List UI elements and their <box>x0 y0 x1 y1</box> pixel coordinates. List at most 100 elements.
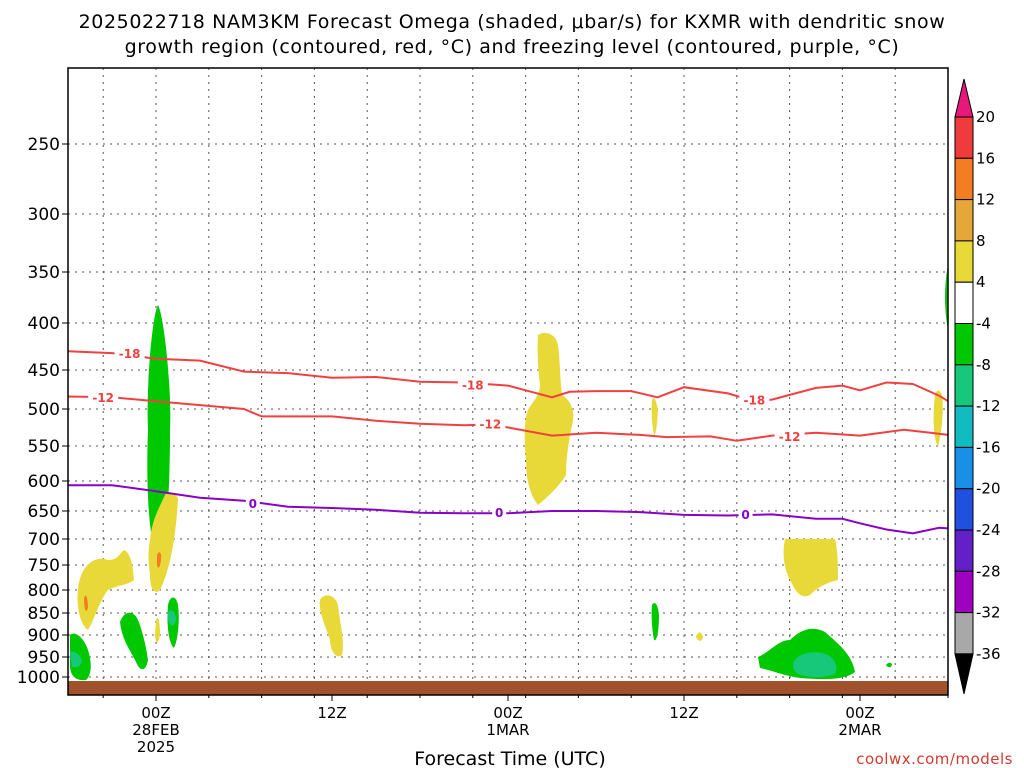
contour-label: -12 <box>92 391 114 405</box>
colorbar-label: -32 <box>976 604 1001 622</box>
shaded-yellow-low-2mar <box>696 632 703 641</box>
colorbar-segment <box>954 78 974 118</box>
shaded-yellow-low-2mar <box>783 539 838 597</box>
colorbar-label: -24 <box>976 521 1001 539</box>
plot-background <box>68 68 948 695</box>
y-tick-label: 700 <box>28 530 60 550</box>
contour-label: 0 <box>741 508 749 522</box>
credit-text[interactable]: coolwx.com/models <box>856 750 1013 768</box>
shaded-teal-core-2mar <box>793 652 837 677</box>
colorbar: 20 16 12 8 4 -4 -8 -12 -16 -20 -24 -28 -32 -36 <box>954 78 1001 695</box>
contour-line <box>67 395 949 442</box>
x-tick-label: 1MAR <box>486 721 529 739</box>
colorbar-segment <box>954 281 974 325</box>
y-tick-label: 500 <box>28 400 60 420</box>
shaded-yellow-low-early <box>155 618 160 643</box>
shaded-yellow-low-early <box>319 595 343 657</box>
colorbar-segment <box>954 612 974 655</box>
colorbar-segment <box>954 529 974 572</box>
x-tick-label: 2025 <box>137 738 175 756</box>
shaded-orange-spot <box>84 595 88 611</box>
y-tick-label: 750 <box>28 556 60 576</box>
shaded-yellow-mid-1mar <box>524 332 574 505</box>
x-tick-label: 00Z <box>845 704 874 722</box>
y-tick-label: 600 <box>28 472 60 492</box>
y-tick-label: 850 <box>28 604 60 624</box>
contour-label: 0 <box>249 497 257 511</box>
colorbar-segment <box>954 653 974 695</box>
colorbar-segment <box>954 405 974 448</box>
contour-line <box>67 350 949 403</box>
colorbar-label: -12 <box>976 397 1001 415</box>
y-tick-label: 950 <box>28 648 60 668</box>
y-tick-label: 800 <box>28 581 60 601</box>
colorbar-segment <box>954 240 974 283</box>
contour-label: 0 <box>495 506 503 520</box>
x-axis-label: Forecast Time (UTC) <box>414 748 605 768</box>
colorbar-label: 12 <box>976 191 995 209</box>
y-tick-label: 300 <box>28 205 60 225</box>
y-tick-label: 400 <box>28 314 60 334</box>
y-tick-label: 250 <box>28 135 60 155</box>
contour-label-bg <box>738 506 753 521</box>
x-tick-label: 00Z <box>493 704 522 722</box>
x-tick-label: 00Z <box>141 704 170 722</box>
contour-label-bg <box>492 505 507 520</box>
colorbar-segment <box>954 488 974 531</box>
x-tick-label: 2MAR <box>838 721 881 739</box>
contour-label: -18 <box>119 347 141 361</box>
contour-label-bg <box>114 346 145 361</box>
colorbar-label: 8 <box>976 232 986 250</box>
shaded-yellow-low-early <box>77 550 134 630</box>
colorbar-segment <box>954 157 974 201</box>
colorbar-label: -16 <box>976 438 1001 456</box>
colorbar-segment <box>954 364 974 407</box>
shaded-green-low-2mar <box>120 612 148 670</box>
contour-label-bg <box>88 390 119 405</box>
shaded-green-low-2mar <box>651 603 659 641</box>
shaded-green-low-2mar <box>70 633 91 681</box>
colorbar-label: 20 <box>976 108 995 126</box>
colorbar-label: 4 <box>976 273 986 291</box>
colorbar-label: -8 <box>976 356 991 374</box>
y-tick-label: 550 <box>28 437 60 457</box>
y-tick-label: 350 <box>28 263 60 283</box>
shaded-orange-spot <box>157 552 162 568</box>
y-tick-label: 1000 <box>17 668 60 688</box>
colorbar-segment <box>954 199 974 242</box>
contour-label-bg <box>245 495 260 510</box>
contour-label-bg <box>457 377 488 392</box>
y-tick-label: 650 <box>28 502 60 522</box>
contour-label-bg <box>774 429 805 444</box>
chart-title-line-1: 2025022718 NAM3KM Forecast Omega (shaded… <box>79 11 946 33</box>
colorbar-label: 16 <box>976 149 995 167</box>
shaded-yellow-low-early <box>148 492 178 592</box>
contour-label: -18 <box>462 379 484 393</box>
colorbar-label: -20 <box>976 480 1001 498</box>
y-tick-label: 900 <box>28 626 60 646</box>
shaded-teal-core-2mar <box>167 610 176 626</box>
colorbar-segment <box>954 323 974 366</box>
colorbar-segment <box>954 570 974 614</box>
chart-title-line-2: growth region (contoured, red, °C) and f… <box>125 36 900 58</box>
shaded-green-low-2mar <box>886 662 892 668</box>
shaded-yellow-low-early <box>651 398 658 435</box>
colorbar-label: -4 <box>976 315 991 333</box>
colorbar-segment <box>954 446 974 490</box>
contour-label: -12 <box>779 430 801 444</box>
contour-label: -12 <box>480 418 502 432</box>
contour-label-bg <box>739 392 770 407</box>
colorbar-label: -36 <box>976 645 1001 663</box>
y-tick-label: 450 <box>28 361 60 381</box>
contour-label: -18 <box>744 393 766 407</box>
terrain-bar <box>68 681 948 695</box>
x-tick-label: 28FEB <box>132 721 179 739</box>
colorbar-label: -28 <box>976 562 1001 580</box>
contour-label-bg <box>475 416 506 431</box>
colorbar-segment <box>954 116 974 159</box>
plot-area: -18 -18 -18 -12 -12 -12 0 0 0 250 300 350 400 450 500 5… <box>17 67 949 756</box>
contour-line <box>68 484 949 535</box>
x-tick-label: 12Z <box>669 704 698 722</box>
x-tick-label: 12Z <box>317 704 346 722</box>
